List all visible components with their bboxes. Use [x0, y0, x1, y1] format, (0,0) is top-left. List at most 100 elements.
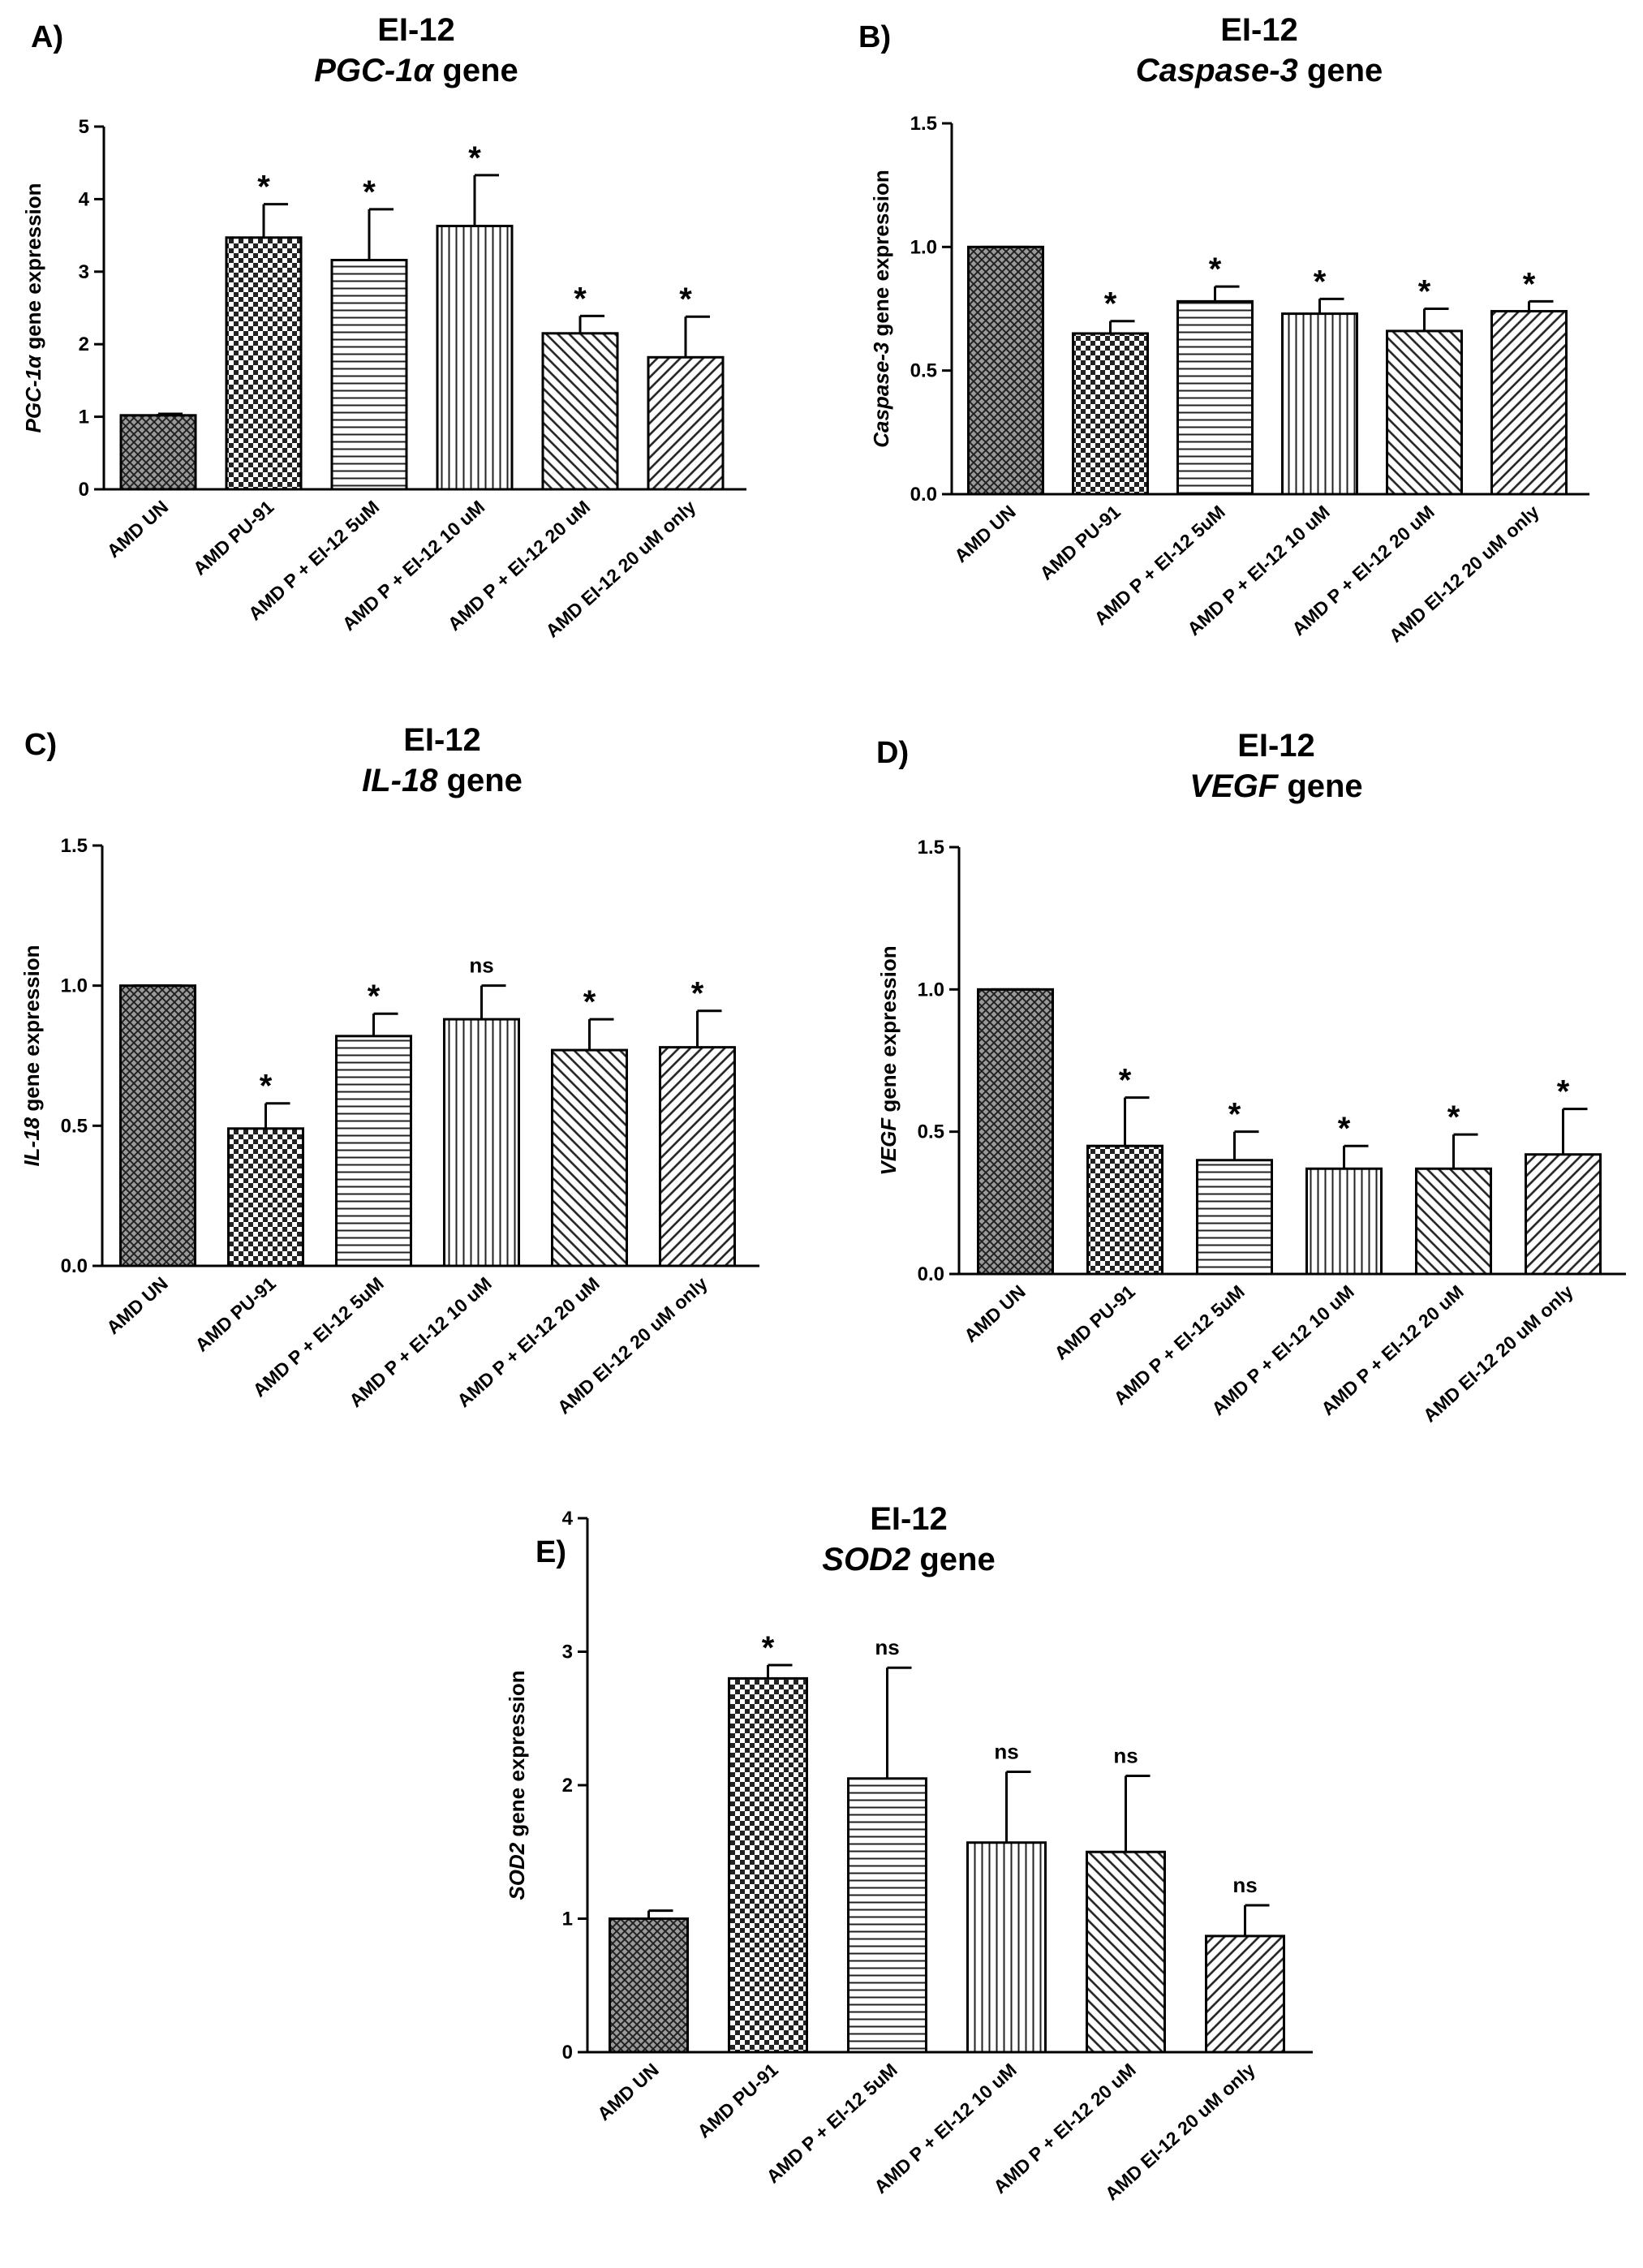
y-tick-label: 4 [79, 188, 90, 210]
chart-subtitle-gene: IL-18 [362, 763, 438, 798]
significance-label: * [574, 281, 587, 316]
bar [551, 1048, 628, 1267]
chart-subtitle: SOD2 gene [822, 1542, 995, 1577]
chart-panel-4: D) EI-12 VEGF gene 0.0 0.5 1.0 1.5 VEGF gene ex… [876, 728, 1626, 1427]
y-axis-label: PGC-1α gene expression [21, 183, 45, 433]
bar [1072, 332, 1149, 496]
chart-subtitle: PGC-1α gene [314, 53, 518, 88]
bar [659, 1046, 736, 1267]
y-tick-label: 1.0 [61, 975, 88, 997]
y-axis-label-suffix: gene expression [869, 170, 893, 342]
chart-subtitle-suffix: gene [433, 53, 518, 88]
category-label: AMD UN [593, 2059, 663, 2124]
bar [1386, 329, 1463, 496]
category-label: AMD PU-91 [1035, 501, 1125, 583]
significance-label: * [1314, 264, 1327, 299]
significance-label: * [691, 976, 704, 1012]
chart-subtitle: Caspase-3 gene [1136, 53, 1383, 88]
chart-subtitle: IL-18 gene [362, 763, 523, 798]
significance-label: * [679, 282, 692, 317]
y-tick-label: 3 [562, 1642, 573, 1663]
chart-subtitle-gene: PGC-1α [314, 53, 435, 88]
chart-subtitle-suffix: gene [910, 1542, 995, 1577]
chart-subtitle-suffix: gene [1298, 53, 1383, 88]
bar [436, 224, 514, 491]
chart-panel-3: C) EI-12 IL-18 gene 0.0 0.5 1.0 1.5 IL-18 gene … [19, 722, 759, 1418]
y-tick-label: 4 [562, 1508, 574, 1530]
y-tick-label: 1 [79, 407, 89, 428]
bar [728, 1676, 808, 2054]
y-tick-label: 1.5 [918, 837, 944, 859]
y-tick-label: 1 [562, 1909, 573, 1930]
panel-label: A) [31, 20, 63, 54]
y-tick-label: 2 [562, 1775, 573, 1797]
chart-subtitle-suffix: gene [1278, 768, 1362, 804]
bar [119, 414, 197, 491]
y-axis-label-suffix: gene expression [505, 1670, 529, 1842]
chart-panel-2: B) EI-12 Caspase-3 gene 0.0 0.5 1.0 1.5 Caspase… [858, 12, 1589, 647]
y-tick-label: 1.5 [910, 113, 937, 135]
bar [119, 984, 196, 1267]
bar [541, 332, 619, 491]
chart-subtitle: VEGF gene [1189, 768, 1362, 804]
category-label: AMD UN [102, 1272, 172, 1338]
significance-label: ns [994, 1740, 1018, 1764]
y-axis-label: SOD2 gene expression [505, 1670, 529, 1900]
panel-label: D) [876, 736, 909, 770]
bar [647, 355, 725, 491]
y-tick-label: 1.0 [918, 979, 944, 1001]
chart-title: EI-12 [870, 1501, 948, 1537]
bar [1281, 312, 1358, 496]
bar [609, 1917, 689, 2054]
chart-subtitle-suffix: gene [437, 763, 522, 798]
bar [977, 988, 1054, 1276]
significance-label: ns [875, 1635, 899, 1659]
y-tick-label: 0 [562, 2042, 573, 2064]
chart-panel-5: E) EI-12 SOD2 gene 0 1 2 3 4 SOD2 gene expressio… [505, 1501, 1313, 2205]
y-tick-label: 0.5 [910, 360, 937, 382]
bar [1305, 1167, 1383, 1276]
bar [1176, 299, 1254, 496]
chart-title: EI-12 [1220, 12, 1298, 48]
category-label: AMD UN [950, 501, 1020, 566]
y-tick-label: 0.5 [918, 1121, 944, 1143]
bar [1086, 1850, 1166, 2054]
significance-label: * [1119, 1063, 1132, 1099]
y-axis-label-suffix: gene expression [21, 183, 45, 355]
y-axis-label-gene: SOD2 [505, 1842, 529, 1900]
chart-title: EI-12 [1237, 728, 1315, 764]
significance-label: * [1447, 1100, 1460, 1135]
chart-subtitle-gene: VEGF [1189, 768, 1279, 804]
y-axis-label-gene: IL-18 [19, 1117, 44, 1166]
chart-title: EI-12 [403, 722, 481, 758]
category-label: AMD PU-91 [1050, 1280, 1139, 1363]
bar [967, 245, 1044, 496]
chart-title: EI-12 [377, 12, 455, 48]
significance-label: * [363, 174, 376, 210]
chart-subtitle-gene: Caspase-3 [1136, 53, 1298, 88]
y-axis-label: IL-18 gene expression [19, 945, 44, 1166]
bar [847, 1777, 927, 2054]
y-axis-label-suffix: gene expression [876, 945, 901, 1117]
category-label: AMD PU-91 [189, 496, 278, 579]
y-tick-label: 3 [79, 261, 89, 283]
y-tick-label: 1.0 [910, 236, 937, 258]
significance-label: * [1104, 286, 1117, 322]
bar [1415, 1167, 1492, 1276]
y-axis-label: Caspase-3 gene expression [869, 170, 893, 448]
significance-label: * [1557, 1074, 1570, 1110]
significance-label: * [468, 140, 481, 176]
category-label: AMD P + EI-12 5uM [762, 2059, 901, 2187]
panel-label: E) [535, 1535, 566, 1569]
y-axis-label-gene: PGC-1α [21, 354, 45, 433]
y-tick-label: 5 [79, 116, 89, 138]
bar [225, 236, 303, 491]
significance-label: * [1418, 274, 1431, 310]
category-label: AMD UN [960, 1280, 1030, 1346]
category-label: AMD PU-91 [693, 2059, 782, 2141]
chart-subtitle-gene: SOD2 [822, 1542, 910, 1577]
y-axis-label-suffix: gene expression [19, 945, 44, 1117]
significance-label: ns [1232, 1873, 1257, 1897]
significance-label: * [1338, 1111, 1351, 1147]
